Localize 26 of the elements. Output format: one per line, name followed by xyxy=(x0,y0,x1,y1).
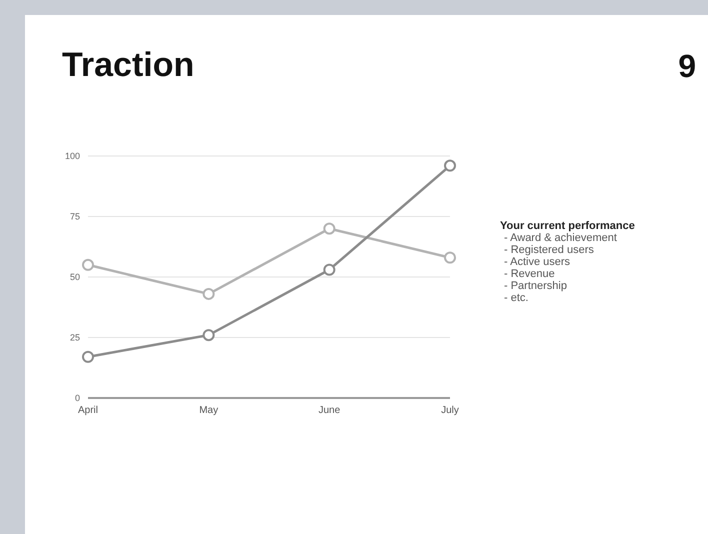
text: - Partnership xyxy=(503,280,568,292)
point xyxy=(444,160,456,172)
point xyxy=(202,329,215,342)
x-tick-label: April xyxy=(78,405,98,416)
point xyxy=(323,264,336,276)
y-tick-label: 25 xyxy=(70,332,80,343)
x-tick-label: June xyxy=(318,405,341,416)
y-tick-label: 50 xyxy=(70,272,80,282)
point xyxy=(444,252,456,264)
text: - Active users xyxy=(503,256,572,268)
point xyxy=(202,288,215,300)
text: 9 xyxy=(678,48,696,85)
x-tick-label: May xyxy=(199,405,218,416)
text: - etc. xyxy=(503,292,530,304)
x-tick-label: July xyxy=(441,405,459,416)
text: Your current performance xyxy=(500,220,635,232)
point xyxy=(82,350,94,363)
point xyxy=(323,222,336,235)
text: - Revenue xyxy=(503,268,556,280)
y-tick-label: 75 xyxy=(70,212,80,222)
text: - Award & achievement xyxy=(503,232,618,244)
y-tick-label: 100 xyxy=(64,151,80,162)
text: - Registered users xyxy=(503,244,595,256)
y-tick-label: 0 xyxy=(74,393,80,404)
chart-title: Traction xyxy=(62,46,194,85)
point xyxy=(82,258,94,271)
